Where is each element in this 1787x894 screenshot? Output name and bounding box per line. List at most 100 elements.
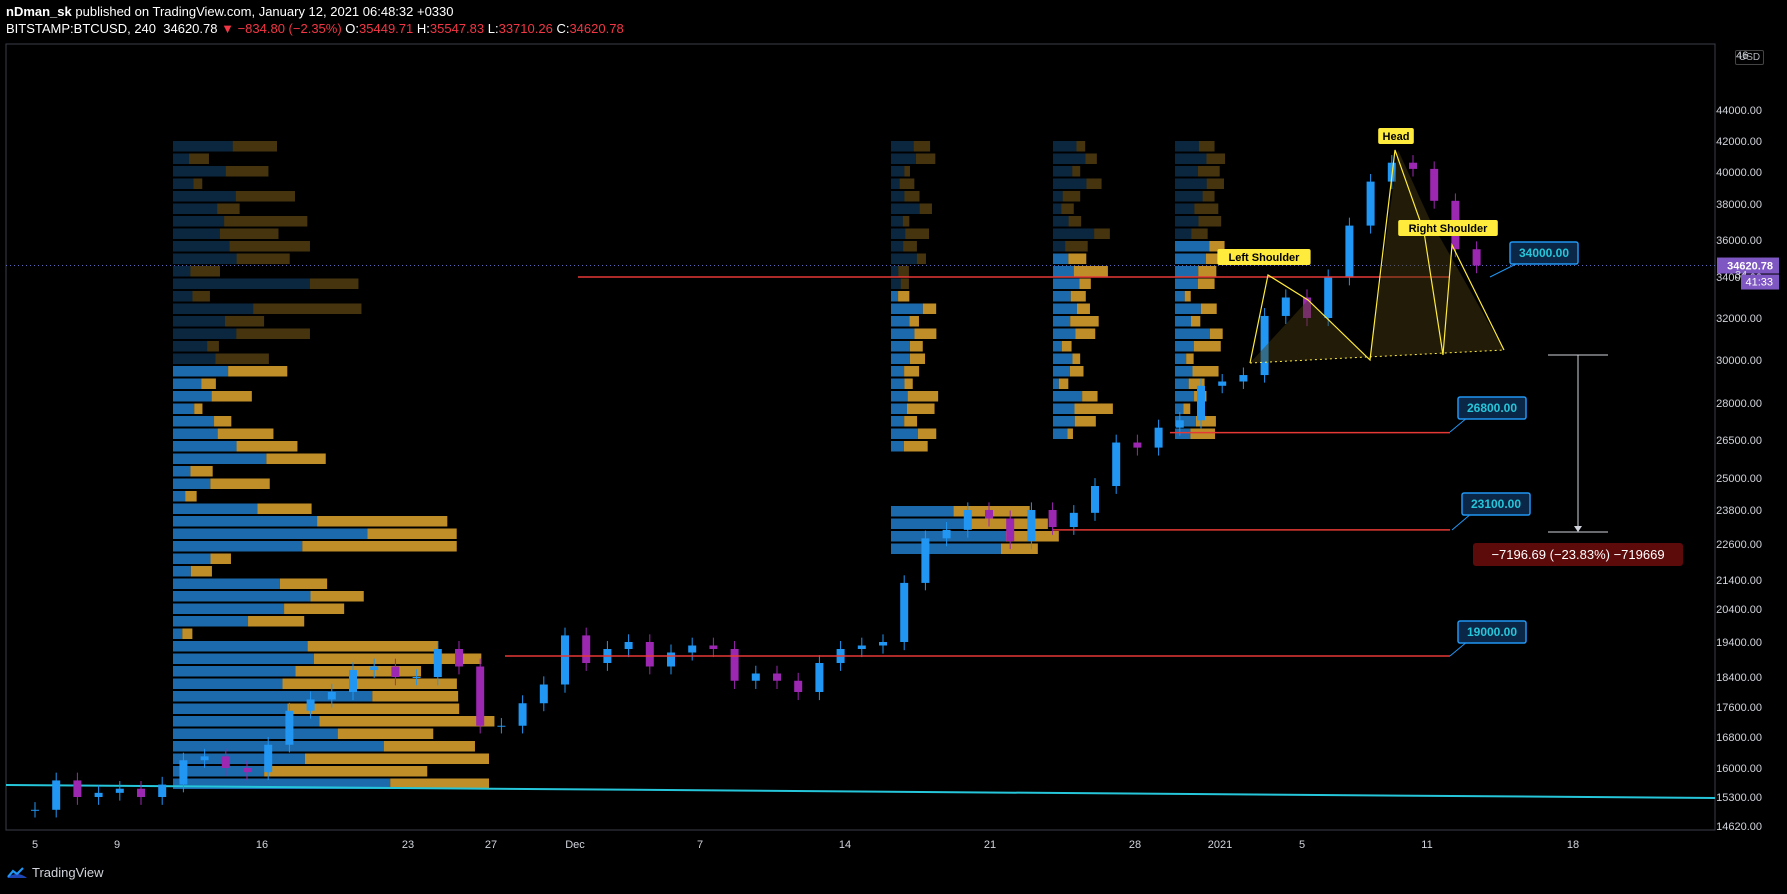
candle-body (1154, 427, 1163, 448)
volume-profile-bar-down (1076, 303, 1090, 314)
x-tick-label: 14 (839, 839, 851, 851)
tradingview-logo-icon (7, 866, 27, 878)
volume-profile-bar-down (304, 753, 490, 764)
last-price-tag[interactable] (1717, 257, 1779, 274)
volume-profile-bar-down (190, 566, 212, 577)
volume-profile-bar-up (1175, 341, 1194, 352)
candle-body (794, 680, 803, 692)
volume-profile-bar-up (173, 703, 288, 714)
volume-profile-bar-down (914, 328, 937, 339)
pattern-label: Right Shoulder (1409, 223, 1489, 235)
candle-body (391, 666, 400, 677)
volume-profile-bar-down (1072, 353, 1081, 364)
volume-profile-bar-down (1209, 241, 1225, 252)
candle-body (751, 673, 760, 681)
volume-profile-bar-up (173, 416, 215, 427)
volume-profile-bar-up (891, 428, 918, 439)
publisher-name: nDman_sk (6, 4, 72, 19)
candle-body (1430, 168, 1439, 201)
volume-profile-bar-up (891, 328, 915, 339)
volume-profile-bar-up (891, 341, 910, 352)
volume-profile-bar-up (173, 516, 318, 527)
y-tick-label: 28000.00 (1716, 398, 1762, 410)
y-tick-label: 15300.00 (1716, 792, 1762, 804)
volume-profile-bar-down (1198, 266, 1217, 277)
level-callout-box[interactable] (1509, 241, 1579, 265)
volume-profile-bar-down (1072, 166, 1081, 177)
brand-label[interactable]: TradingView (32, 865, 104, 880)
candle-body (857, 645, 866, 649)
candle-body (285, 710, 294, 745)
volume-profile-bar-down (207, 341, 219, 352)
level-callout-box[interactable] (1457, 396, 1527, 420)
volume-profile-bar-down (232, 141, 278, 152)
volume-profile-bar-up (1175, 291, 1185, 302)
volume-profile-bar-up (1175, 266, 1199, 277)
volume-profile-bar-up (1175, 353, 1187, 364)
volume-profile-bar-down (1210, 328, 1223, 339)
level-callout-box[interactable] (1461, 492, 1531, 516)
volume-profile-bar-up (891, 191, 905, 202)
volume-profile-bar-down (210, 478, 270, 489)
volume-profile-bar-up (1053, 366, 1070, 377)
candle-body (582, 635, 591, 663)
volume-profile-bar-down (236, 328, 310, 339)
volume-profile-bar-up (891, 543, 1001, 554)
volume-profile-bar-down (1206, 178, 1224, 189)
measure-arrow-icon (1574, 526, 1582, 532)
volume-profile-bar-up (1175, 391, 1195, 402)
publish-info: published on TradingView.com, January 12… (75, 4, 454, 19)
volume-profile-bar-down (909, 353, 926, 364)
volume-profile-bar-down (1197, 278, 1215, 289)
candle-body (115, 788, 124, 793)
volume-profile-bar-up (173, 753, 305, 764)
countdown-tag (1741, 274, 1779, 290)
volume-profile-bar-up (1175, 378, 1189, 389)
candle-body (688, 645, 697, 653)
measure-result-label: −7196.69 (−23.83%) −719669 (1491, 547, 1664, 562)
currency-badge[interactable]: USD (1735, 50, 1765, 65)
candle-body (1324, 277, 1333, 318)
level-callout-box[interactable] (1457, 620, 1527, 644)
volume-profile-bar-down (1074, 403, 1113, 414)
open-label: O: (345, 21, 360, 36)
volume-profile-bar-up (173, 253, 237, 264)
volume-profile-bar-down (909, 316, 919, 327)
volume-profile-bar-up (891, 403, 908, 414)
volume-profile-bar-down (228, 366, 288, 377)
volume-profile-bar-down (229, 241, 310, 252)
close-value: 34620.78 (569, 21, 624, 36)
volume-profile-bar-down (1062, 191, 1081, 202)
volume-profile-bar-up (173, 391, 212, 402)
volume-profile-bar-up (173, 728, 338, 739)
y-tick-label: 44000.00 (1716, 105, 1762, 117)
volume-profile-bar-down (916, 253, 926, 264)
volume-profile-bar-down (1194, 203, 1219, 214)
candle-body (1091, 486, 1099, 513)
pattern-label-box[interactable] (1398, 220, 1498, 236)
volume-profile-bar-up (1053, 328, 1076, 339)
volume-profile-bar-down (215, 353, 269, 364)
symbol-label[interactable]: BITSTAMP:BTCUSD, 240 (6, 21, 157, 36)
volume-profile-bar-up (1175, 191, 1203, 202)
pattern-label-box[interactable] (1378, 128, 1414, 144)
y-tick-label: 25000.00 (1716, 473, 1762, 485)
volume-profile-bar-down (1198, 216, 1222, 227)
volume-profile-bar-down (1206, 153, 1226, 164)
candle-body (667, 652, 675, 667)
volume-profile-bar-down (907, 391, 939, 402)
publish-line: nDman_sk published on TradingView.com, J… (6, 4, 454, 19)
volume-profile-bar-down (1076, 141, 1086, 152)
candle-body (306, 699, 315, 711)
volume-profile-bar-down (904, 191, 920, 202)
volume-profile-bar-up (1175, 303, 1201, 314)
measure-result-box[interactable] (1473, 543, 1683, 566)
volume-profile-bar-up (1053, 166, 1073, 177)
y-tick-label: 30000.00 (1716, 355, 1762, 367)
level-callout-label: 34000.00 (1519, 246, 1569, 260)
volume-profile-bar-down (1205, 253, 1219, 264)
pattern-label-box[interactable] (1217, 249, 1311, 265)
volume-profile-bar-up (891, 228, 906, 239)
volume-profile-bar-up (173, 666, 296, 677)
